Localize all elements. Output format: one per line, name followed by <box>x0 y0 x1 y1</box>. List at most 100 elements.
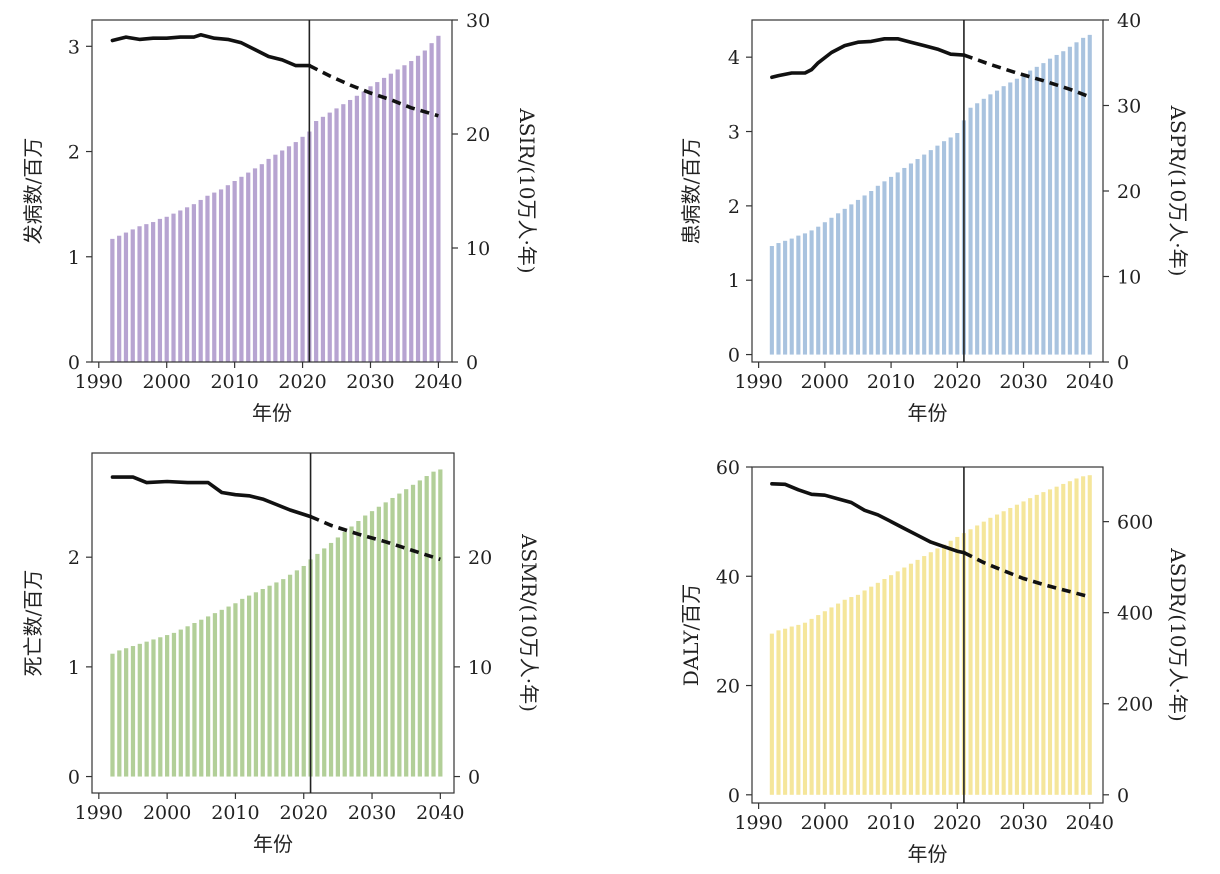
bar <box>1087 34 1092 355</box>
bar <box>1001 86 1006 355</box>
bar <box>908 563 913 795</box>
bar <box>422 50 427 363</box>
bar <box>1008 507 1013 795</box>
x-tick-label: 2000 <box>801 371 849 393</box>
bar <box>151 222 156 362</box>
bar <box>342 531 347 777</box>
bar <box>349 526 354 777</box>
bar <box>1034 494 1039 795</box>
x-tick-label: 2030 <box>348 802 396 824</box>
bar <box>123 232 129 362</box>
y-axis-title: 患病数/百万 <box>679 138 703 245</box>
bar <box>855 199 861 355</box>
bar <box>829 607 834 795</box>
x-tick-label: 2010 <box>211 802 259 824</box>
y-tick-label: 1 <box>68 657 80 679</box>
bar <box>287 574 293 777</box>
bar <box>948 540 953 795</box>
bar <box>417 480 422 777</box>
bar <box>198 199 203 362</box>
bar <box>1028 498 1033 795</box>
bar <box>869 191 874 355</box>
bar <box>402 65 407 362</box>
bar <box>375 82 380 362</box>
rate-line-observed <box>110 475 313 519</box>
bar <box>300 136 305 362</box>
rate-line-observed <box>110 32 312 68</box>
bar <box>438 469 443 777</box>
bar <box>185 626 190 777</box>
y-tick-label: 2 <box>728 196 740 218</box>
rate-line-projected <box>309 514 441 562</box>
bar <box>968 107 973 355</box>
x-tick-label: 2020 <box>933 371 981 393</box>
y2-axis-title: ASIR/(10万人·年) <box>515 107 539 273</box>
rate-line-projected <box>963 550 1091 599</box>
bar <box>124 648 129 777</box>
bar <box>1047 489 1053 795</box>
y-tick-label: 0 <box>68 352 80 374</box>
bar <box>409 61 414 362</box>
y2-tick-label: 10 <box>468 657 492 679</box>
x-tick-label: 2010 <box>867 371 915 393</box>
bar <box>184 207 190 362</box>
bar <box>796 235 801 355</box>
bar <box>260 589 265 777</box>
bar <box>869 586 874 795</box>
bar <box>842 208 847 355</box>
y2-axis-title: ASMR/(10万人·年) <box>517 533 541 712</box>
bar <box>315 553 320 777</box>
bar <box>849 597 854 795</box>
bar <box>397 493 402 777</box>
bar <box>942 544 947 795</box>
bar <box>1074 478 1079 795</box>
y2-tick-label: 0 <box>1117 352 1129 374</box>
bar <box>902 167 907 355</box>
bar <box>253 592 259 777</box>
bar <box>376 506 381 777</box>
bar <box>130 646 136 777</box>
bar <box>1028 70 1033 355</box>
x-tick-label: 2000 <box>801 812 849 834</box>
x-tick-label: 2030 <box>346 371 394 393</box>
x-tick-label: 1990 <box>734 371 782 393</box>
bar <box>955 536 960 795</box>
bar <box>975 525 980 795</box>
bar <box>948 137 953 355</box>
bar <box>915 159 920 355</box>
bar <box>809 230 814 355</box>
bar <box>286 146 292 362</box>
y2-tick-label: 400 <box>1117 603 1153 625</box>
rate-line-projected <box>963 53 1091 99</box>
y-tick-label: 60 <box>716 457 740 479</box>
bar <box>327 112 332 362</box>
x-axis-title: 年份 <box>908 401 948 425</box>
bar <box>1047 58 1053 355</box>
y2-axis-title: ASPR/(10万人·年) <box>1166 105 1190 277</box>
bar <box>849 204 854 355</box>
y-tick-label: 3 <box>728 122 740 144</box>
bar <box>836 213 841 355</box>
bar <box>902 567 907 795</box>
bar <box>281 579 286 777</box>
y-axis-title: DALY/百万 <box>679 584 703 686</box>
bar <box>1081 476 1086 795</box>
bar <box>769 633 774 795</box>
y2-tick-label: 30 <box>1117 96 1141 118</box>
bar <box>219 609 224 777</box>
bar <box>935 548 940 795</box>
bar <box>171 632 177 777</box>
x-axis-title: 年份 <box>252 401 292 425</box>
bar <box>178 629 183 777</box>
bar <box>1034 66 1039 355</box>
bar <box>322 548 327 777</box>
bar <box>293 142 298 362</box>
y2-tick-label: 40 <box>1117 10 1141 32</box>
bar <box>862 590 867 795</box>
bar <box>862 195 867 355</box>
bar <box>110 238 115 362</box>
x-tick-label: 1990 <box>734 812 782 834</box>
bar <box>436 35 441 363</box>
bar <box>348 99 353 362</box>
